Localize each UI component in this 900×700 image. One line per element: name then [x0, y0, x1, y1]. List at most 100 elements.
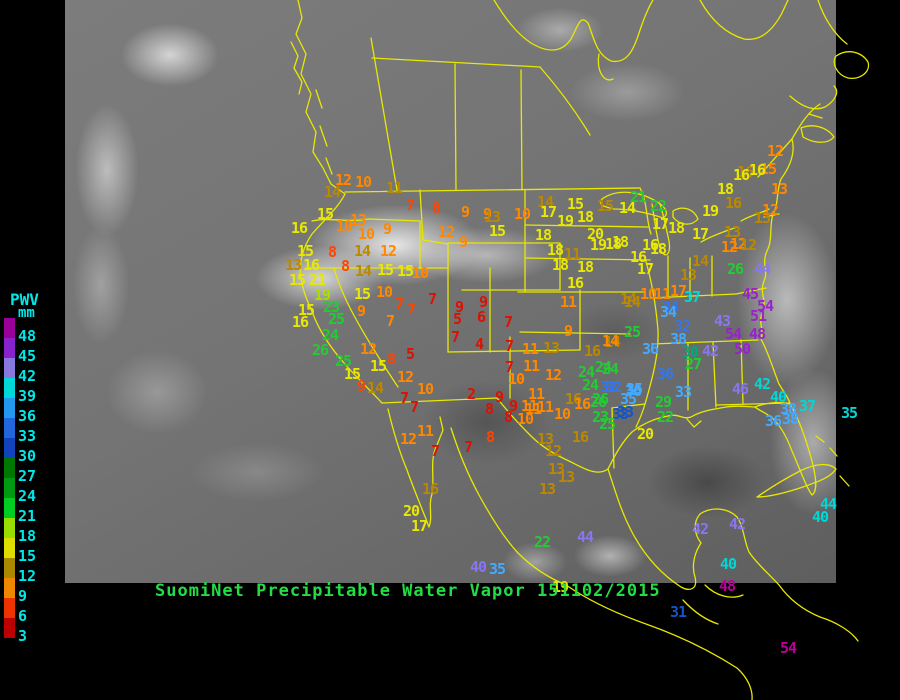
outline-path — [539, 66, 591, 136]
station-value: 11 — [385, 178, 403, 197]
station-value: 43 — [713, 311, 731, 330]
station-value: 13 — [557, 467, 575, 486]
station-value: 54 — [779, 638, 797, 657]
station-value: 30 — [681, 342, 699, 361]
legend-value-label: 48 — [18, 327, 37, 345]
outline-path — [700, 226, 738, 243]
station-value: 13 — [679, 265, 697, 284]
station-value: 11 — [653, 284, 671, 303]
station-value: 9 — [508, 396, 518, 415]
station-value: 14 — [618, 198, 636, 217]
legend-value-label: 36 — [18, 407, 37, 425]
station-value: 18 — [576, 257, 594, 276]
station-value: 15 — [759, 159, 777, 178]
station-value: 16 — [732, 165, 750, 184]
outline-path — [808, 113, 823, 119]
station-value: 38 — [669, 329, 687, 348]
legend-value-label: 30 — [18, 447, 37, 465]
station-value: 20 — [402, 501, 420, 520]
legend-title: PWV — [10, 290, 39, 309]
station-value: 17 — [539, 202, 557, 221]
station-value: 45 — [741, 284, 759, 303]
station-value: 16 — [748, 160, 766, 179]
station-value: 15 — [343, 364, 361, 383]
station-value: 13 — [542, 338, 560, 357]
station-value: 9 — [454, 297, 464, 316]
station-value: 8 — [485, 427, 495, 446]
station-value: 15 — [296, 241, 314, 260]
station-value: 38 — [779, 399, 797, 418]
station-value: 11 — [520, 396, 538, 415]
station-value: 6 — [476, 307, 486, 326]
station-value: 24 — [577, 362, 595, 381]
station-value: 37 — [683, 287, 701, 306]
station-value: 7 — [504, 357, 514, 376]
station-value: 13 — [770, 179, 788, 198]
station-value: 17 — [410, 516, 428, 535]
station-value: 17 — [651, 214, 669, 233]
station-value: 9 — [356, 376, 366, 395]
station-value: 15 — [353, 284, 371, 303]
station-value: 18 — [546, 240, 564, 259]
station-value: 15 — [376, 260, 394, 279]
outline-path — [565, 584, 753, 700]
station-value: 50 — [733, 339, 751, 358]
station-value: 42 — [728, 514, 746, 533]
station-value: 10 — [375, 282, 393, 301]
station-value: 11 — [536, 397, 554, 416]
station-value: 22 — [649, 196, 667, 215]
outline-path — [597, 53, 614, 81]
outline-path — [493, 0, 654, 63]
outline-path — [682, 599, 719, 625]
station-value: 35 — [488, 559, 506, 578]
outline-path — [829, 447, 838, 457]
station-value: 36 — [656, 364, 674, 383]
station-value: 14 — [619, 289, 637, 308]
legend-color-swatch — [4, 318, 15, 338]
station-value: 7 — [399, 388, 409, 407]
station-value: 24 — [321, 325, 339, 344]
outline-path — [639, 187, 652, 235]
station-value: 13 — [284, 255, 302, 274]
station-value: 48 — [748, 324, 766, 343]
outline-path — [800, 125, 835, 143]
outline-path — [817, 0, 848, 45]
station-value: 19 — [556, 211, 574, 230]
station-value: 10 — [335, 216, 353, 235]
station-value: 11 — [416, 421, 434, 440]
station-value: 36 — [624, 381, 642, 400]
station-value: 32 — [604, 377, 622, 396]
outline-path — [649, 293, 737, 299]
station-value: 54 — [724, 324, 742, 343]
station-value: 16 — [571, 427, 589, 446]
outline-path — [370, 37, 398, 191]
outline-path — [319, 125, 328, 147]
station-value: 22 — [533, 532, 551, 551]
station-value: 24 — [594, 357, 612, 376]
outline-path — [295, 0, 346, 195]
station-value: 8 — [484, 399, 494, 418]
station-value: 7 — [504, 336, 514, 355]
station-value: 15 — [488, 221, 506, 240]
station-value: 8 — [327, 242, 337, 261]
station-value: 40 — [811, 507, 829, 526]
station-value: 7 — [406, 299, 416, 318]
legend-value-label: 39 — [18, 387, 37, 405]
station-value: 31 — [669, 602, 687, 621]
station-value: 42 — [701, 341, 719, 360]
station-value: 14 — [601, 331, 619, 350]
station-value: 16 — [291, 312, 309, 331]
station-value: 19 — [701, 201, 719, 220]
station-value: 7 — [430, 441, 440, 460]
legend-color-swatch — [4, 498, 15, 518]
station-value: 18 — [611, 232, 629, 251]
station-value: 8 — [431, 198, 441, 217]
station-value: 7 — [450, 327, 460, 346]
outline-path — [704, 584, 744, 598]
station-value: 25 — [598, 414, 616, 433]
station-value: 44 — [819, 494, 837, 513]
station-value: 4 — [474, 334, 484, 353]
outline-path — [754, 401, 817, 496]
station-value: 38 — [781, 409, 799, 428]
